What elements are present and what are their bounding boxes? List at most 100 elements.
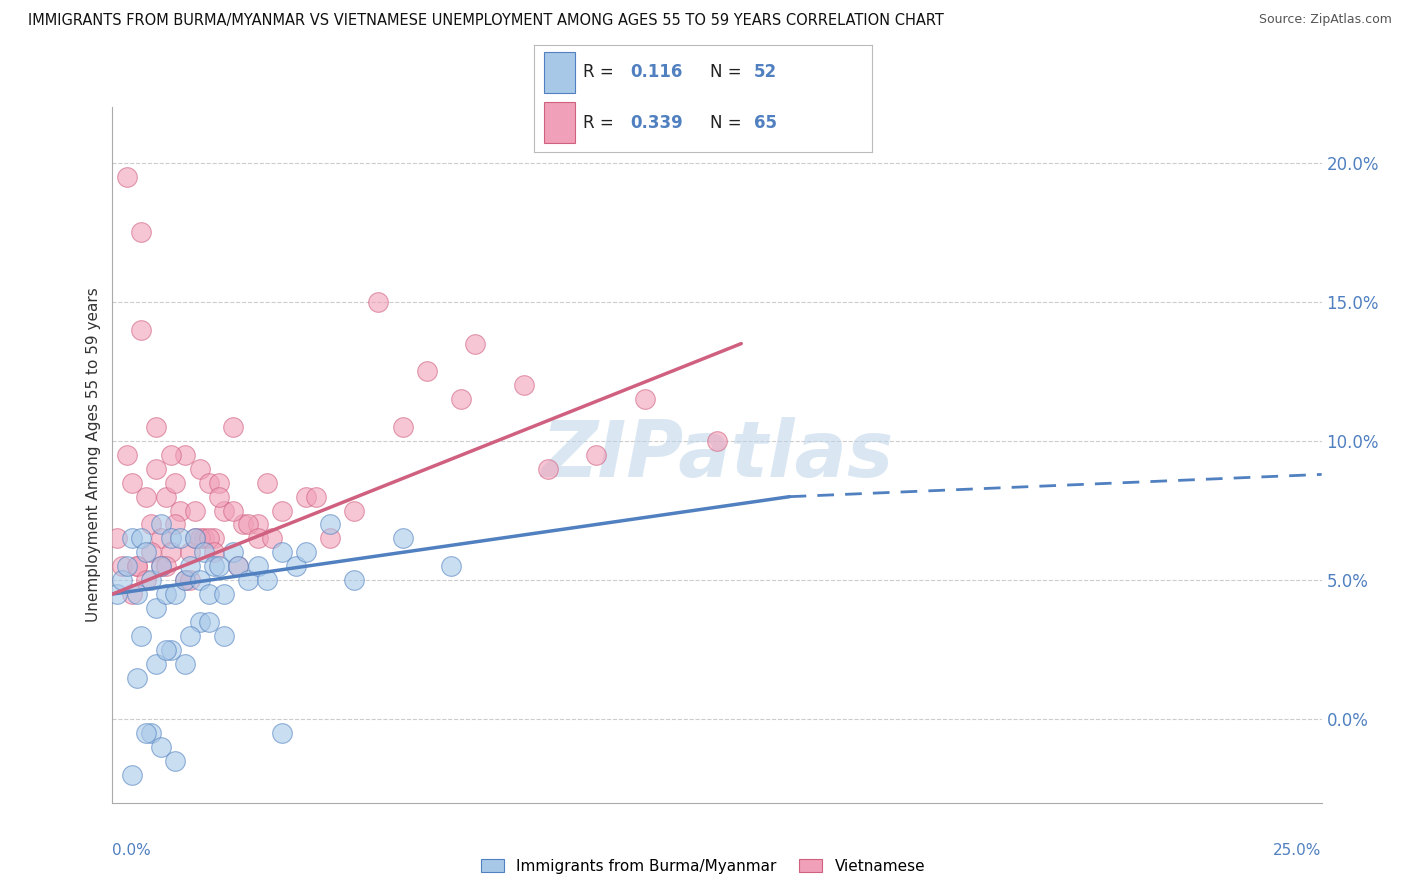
Point	[391, 532, 413, 546]
Text: 52: 52	[754, 63, 776, 81]
Point	[319, 517, 342, 532]
Point	[155, 642, 177, 657]
Point	[141, 573, 163, 587]
Point	[270, 726, 292, 740]
Point	[285, 559, 308, 574]
Point	[222, 503, 245, 517]
Point	[169, 503, 191, 517]
Point	[159, 642, 181, 657]
Point	[149, 559, 172, 574]
Point	[198, 587, 221, 601]
Point	[226, 559, 249, 574]
Point	[537, 462, 560, 476]
Point	[246, 559, 269, 574]
Point	[159, 532, 181, 546]
Point	[135, 490, 157, 504]
Point	[131, 532, 153, 546]
Point	[212, 587, 235, 601]
Point	[512, 378, 534, 392]
Point	[183, 532, 205, 546]
Point	[149, 740, 172, 755]
Point	[295, 490, 318, 504]
Text: 25.0%: 25.0%	[1274, 843, 1322, 858]
Point	[174, 448, 197, 462]
Point	[121, 532, 143, 546]
Point	[135, 726, 157, 740]
Point	[155, 587, 177, 601]
Point	[125, 587, 148, 601]
Point	[105, 587, 128, 601]
Point	[141, 545, 163, 559]
Text: R =: R =	[583, 114, 619, 132]
Point	[450, 392, 472, 407]
Point	[183, 503, 205, 517]
FancyBboxPatch shape	[544, 103, 575, 143]
Point	[343, 503, 366, 517]
Point	[188, 532, 211, 546]
Point	[188, 462, 211, 476]
Point	[212, 503, 235, 517]
Point	[131, 225, 153, 239]
Point	[174, 573, 197, 587]
Point	[188, 573, 211, 587]
Point	[464, 336, 486, 351]
Point	[131, 323, 153, 337]
Point	[179, 545, 201, 559]
Point	[391, 420, 413, 434]
Text: IMMIGRANTS FROM BURMA/MYANMAR VS VIETNAMESE UNEMPLOYMENT AMONG AGES 55 TO 59 YEA: IMMIGRANTS FROM BURMA/MYANMAR VS VIETNAM…	[28, 13, 943, 29]
Point	[149, 517, 172, 532]
Point	[188, 615, 211, 629]
Point	[121, 587, 143, 601]
Point	[256, 573, 278, 587]
Text: N =: N =	[710, 114, 747, 132]
Text: N =: N =	[710, 63, 747, 81]
Point	[295, 545, 318, 559]
Point	[633, 392, 655, 407]
Point	[125, 671, 148, 685]
Point	[174, 657, 197, 671]
Point	[115, 559, 138, 574]
Point	[232, 517, 254, 532]
Point	[145, 657, 167, 671]
Text: R =: R =	[583, 63, 619, 81]
Point	[179, 629, 201, 643]
Point	[319, 532, 342, 546]
Point	[121, 475, 143, 490]
Point	[141, 726, 163, 740]
Y-axis label: Unemployment Among Ages 55 to 59 years: Unemployment Among Ages 55 to 59 years	[86, 287, 101, 623]
Point	[149, 559, 172, 574]
Point	[236, 517, 259, 532]
Point	[179, 559, 201, 574]
Point	[155, 559, 177, 574]
Point	[183, 532, 205, 546]
Point	[145, 420, 167, 434]
Point	[198, 532, 221, 546]
Point	[149, 532, 172, 546]
Point	[222, 545, 245, 559]
Point	[416, 364, 439, 378]
Point	[270, 503, 292, 517]
Point	[169, 532, 191, 546]
Point	[115, 169, 138, 184]
Point	[141, 517, 163, 532]
Point	[145, 462, 167, 476]
Point	[125, 559, 148, 574]
Point	[121, 768, 143, 782]
Point	[145, 601, 167, 615]
Point	[440, 559, 463, 574]
Point	[226, 559, 249, 574]
Text: ZIPatlas: ZIPatlas	[541, 417, 893, 493]
Point	[198, 615, 221, 629]
Point	[262, 532, 284, 546]
Text: 0.339: 0.339	[630, 114, 683, 132]
Point	[131, 629, 153, 643]
Point	[165, 517, 187, 532]
Point	[193, 532, 215, 546]
Point	[202, 532, 225, 546]
Point	[256, 475, 278, 490]
Point	[208, 475, 231, 490]
Point	[202, 559, 225, 574]
Point	[212, 629, 235, 643]
Text: 65: 65	[754, 114, 776, 132]
Point	[198, 475, 221, 490]
